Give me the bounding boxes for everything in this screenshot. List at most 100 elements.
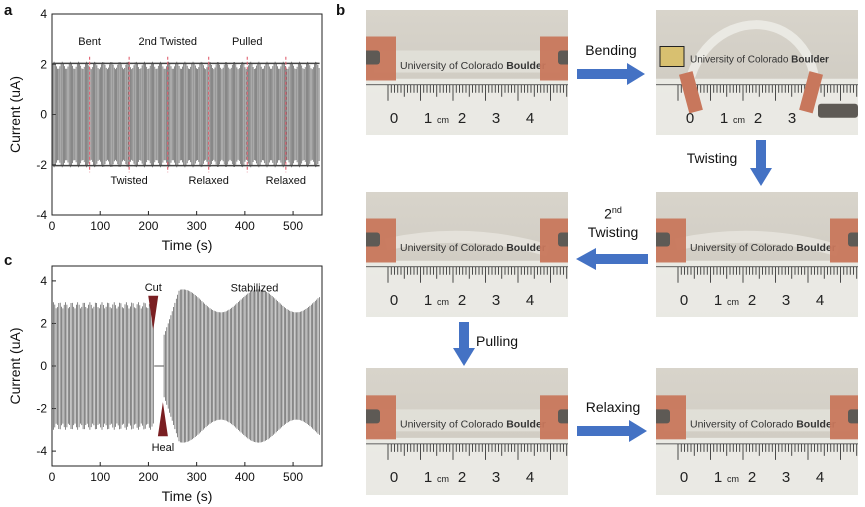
ruler-number: 3 — [782, 292, 790, 309]
arrow-2nd-twisting — [576, 248, 648, 270]
chart-c-xtick-label: 200 — [138, 470, 158, 484]
ruler-unit: cm — [733, 115, 745, 125]
film — [674, 230, 840, 257]
ruler-unit: cm — [437, 474, 449, 484]
ruler-unit: cm — [437, 297, 449, 307]
chart-c: 0 100 200 300 400 500 -4 -2 0 2 4 Time (s) Current (… — [7, 265, 323, 504]
chart-c-xtick-label: 100 — [90, 470, 110, 484]
ruler-number: 3 — [492, 292, 500, 309]
step-label-pulling: Pulling — [476, 333, 519, 349]
photo-caption: University of Colorado Boulder — [690, 242, 836, 254]
ruler-number: 4 — [526, 292, 534, 309]
photo-4: 0 1 cm 2 3 4 University of Colorado Boulder — [656, 192, 858, 317]
ruler-number: 0 — [686, 110, 694, 127]
chart-a-xtick-label: 200 — [138, 219, 158, 233]
alligator-clip — [366, 232, 380, 247]
photo-caption-bold: Boulder — [796, 242, 836, 254]
step-label-twisting: Twisting — [686, 150, 738, 166]
ruler-unit: cm — [727, 474, 739, 484]
alligator-clip — [848, 232, 858, 247]
photo-caption-bold: Boulder — [506, 60, 546, 72]
chart-a-annotation-top: 2nd Twisted — [138, 36, 197, 48]
ruler-number: 2 — [458, 469, 466, 486]
arrow-bending — [577, 63, 645, 85]
step-label-2nd-text: Twisting — [587, 223, 639, 240]
ruler-number: 2 — [754, 110, 762, 127]
chart-a-ytick-label: -2 — [36, 158, 47, 172]
ruler-number: 1 — [424, 469, 432, 486]
copper-tape — [679, 71, 703, 114]
photo-caption-plain: University of Colorado — [400, 60, 506, 72]
chart-c-signal — [53, 289, 320, 443]
chart-a-signal — [52, 61, 320, 168]
film — [374, 409, 560, 432]
panel-b-letter: b — [336, 2, 346, 19]
photo-5: 0 1 cm 2 3 4 University of Colorado Boulder — [366, 368, 568, 495]
photo-6: 0 1 cm 2 3 4 University of Colorado Boulder — [656, 368, 858, 495]
ruler-number: 2 — [458, 292, 466, 309]
photo-3: 0 1 cm 2 3 4 University of Colorado Boulder — [366, 192, 568, 317]
chart-a-xtick-label: 500 — [283, 219, 303, 233]
chart-a-ytick-label: 0 — [40, 108, 47, 122]
photo-caption-plain: University of Colorado — [690, 419, 796, 431]
ruler-number: 4 — [526, 110, 534, 127]
panel-c-letter: c — [4, 252, 13, 269]
alligator-clip — [366, 50, 380, 65]
chart-a-xtick-label: 400 — [235, 219, 255, 233]
chart-c-annotation-stabilized: Stabilized — [231, 283, 279, 295]
photo-1: 0 1 cm 2 3 4 University of Colorado Boulder — [366, 10, 568, 135]
ruler-number: 0 — [680, 292, 688, 309]
step-label-bending: Bending — [585, 42, 637, 58]
ruler-number: 4 — [816, 292, 824, 309]
chart-c-ytick-label: 2 — [40, 316, 47, 330]
photo-5-drawing: 0 1 cm 2 3 4 University of Colorado Boulder — [366, 368, 568, 495]
chart-c-xtick-label: 300 — [187, 470, 207, 484]
ruler-unit: cm — [437, 115, 449, 125]
chart-a-annotation-bottom: Relaxed — [266, 175, 306, 187]
photo-3-drawing: 0 1 cm 2 3 4 University of Colorado Boulder — [366, 192, 568, 317]
ruler-number: 2 — [458, 110, 466, 127]
chart-c-ylabel: Current (uA) — [7, 327, 23, 404]
alligator-clip — [558, 409, 568, 424]
copper-tape — [799, 71, 823, 114]
ruler-number: 3 — [782, 469, 790, 486]
photo-caption-bold: Boulder — [506, 242, 546, 254]
ruler-number: 1 — [714, 469, 722, 486]
ruler-number: 1 — [424, 110, 432, 127]
logo-badge — [659, 46, 685, 67]
alligator-clip — [656, 409, 670, 424]
chart-a-annotation-top: Bent — [78, 36, 101, 48]
chart-c-cut-marker — [148, 295, 159, 330]
photo-caption-bold: Boulder — [506, 419, 546, 431]
alligator-clip — [656, 232, 670, 247]
chart-c-ytick-label: -4 — [36, 444, 47, 458]
ruler-number: 2 — [748, 469, 756, 486]
photo-caption-plain: University of Colorado — [690, 242, 796, 254]
chart-a-annotation-bottom: Relaxed — [189, 175, 229, 187]
chart-a-annotation-bottom: Twisted — [110, 175, 147, 187]
photo-2-drawing: 0 1 cm 2 3 University of Colorado Boulder — [656, 10, 858, 135]
ruler-number: 3 — [492, 110, 500, 127]
ruler-unit: cm — [727, 297, 739, 307]
ruler-number: 3 — [788, 110, 796, 127]
ruler-number: 0 — [680, 469, 688, 486]
alligator-clip — [848, 409, 858, 424]
film — [664, 409, 850, 432]
chart-a-xtick-label: 300 — [187, 219, 207, 233]
chart-a-ytick-label: -4 — [36, 208, 47, 222]
step-label-2nd-sup: nd — [611, 205, 622, 215]
film — [374, 50, 560, 73]
photo-6-drawing: 0 1 cm 2 3 4 University of Colorado Boulder — [656, 368, 858, 495]
photo-caption: University of Colorado Boulder — [690, 419, 836, 431]
ruler-number: 2 — [748, 292, 756, 309]
alligator-clip — [558, 232, 568, 247]
photo-caption-bold: Boulder — [796, 419, 836, 431]
panel-a-letter: a — [4, 2, 13, 19]
film — [681, 20, 821, 101]
chart-a-xlabel: Time (s) — [162, 237, 213, 253]
photo-caption: University of Colorado Boulder — [400, 242, 546, 254]
ruler-number: 0 — [390, 110, 398, 127]
chart-c-ytick-label: 4 — [40, 274, 47, 288]
chart-c-annotation-cut: Cut — [145, 282, 162, 294]
photo-4-drawing: 0 1 cm 2 3 4 University of Colorado Boulder — [656, 192, 858, 317]
